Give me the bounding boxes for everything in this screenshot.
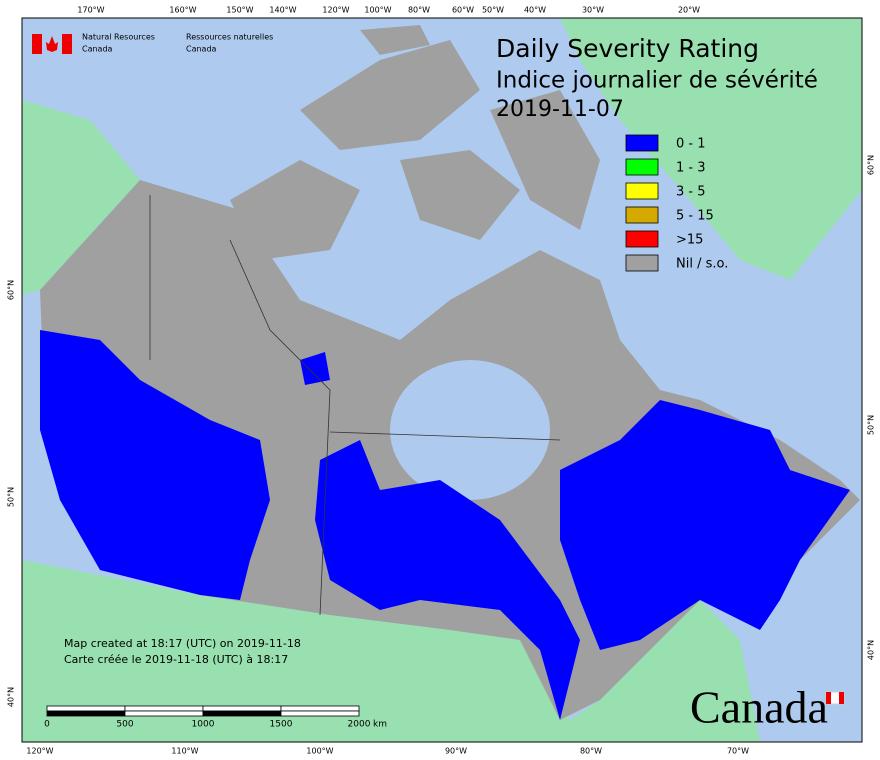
legend-label: 0 - 1	[676, 137, 706, 152]
latitude-label: 60°N	[7, 280, 16, 300]
legend: 0 - 1 1 - 3 3 - 5 5 - 15 >15 Nil / s.o.	[625, 134, 728, 272]
greenland	[560, 18, 862, 280]
scale-segment	[46, 710, 126, 717]
longitude-label: 100°W	[364, 6, 391, 15]
title-date: 2019-11-07	[496, 97, 624, 122]
map-frame	[21, 17, 863, 743]
longitude-label: 150°W	[226, 6, 253, 15]
longitude-label: 110°W	[171, 747, 198, 756]
longitude-label: 20°W	[678, 6, 700, 15]
rating-area-central	[315, 440, 580, 720]
flag-bar	[62, 34, 72, 54]
legend-label: Nil / s.o.	[676, 257, 728, 272]
legend-swatch	[625, 254, 659, 272]
rating-area-west	[40, 330, 270, 600]
longitude-label: 40°W	[524, 6, 546, 15]
maple-leaf	[46, 36, 58, 52]
map	[21, 17, 863, 743]
scale-segment	[124, 710, 204, 717]
legend-swatch	[625, 182, 659, 200]
scale-label: 1500	[270, 720, 293, 730]
longitude-label: 80°W	[408, 6, 430, 15]
latitude-label: 40°N	[7, 687, 16, 707]
latitude-label: 50°N	[867, 415, 876, 435]
scale-segment	[124, 705, 204, 712]
scale-label: 1000	[192, 720, 215, 730]
latitude-label: 60°N	[867, 155, 876, 175]
latitude-label: 40°N	[867, 640, 876, 660]
title-fr: Indice journalier de sévérité	[496, 68, 818, 94]
logo	[32, 34, 72, 54]
scale-label: 0	[44, 720, 50, 730]
longitude-label: 100°W	[306, 747, 333, 756]
longitude-label: 90°W	[445, 747, 467, 756]
latitude-label: 50°N	[7, 487, 16, 507]
wordmark: Canada	[690, 682, 828, 733]
longitude-label: 50°W	[482, 6, 504, 15]
longitude-label: 170°W	[77, 6, 104, 15]
scale-bar: 0 500 1000 1500 2000 km	[44, 705, 387, 730]
wordmark-flag	[826, 692, 831, 704]
scale-segment	[280, 710, 360, 717]
scale-segment	[202, 705, 282, 712]
agency-en: Natural Resources	[82, 33, 155, 42]
agency-fr: Ressources naturelles	[186, 33, 273, 42]
credit-en: Map created at 18:17 (UTC) on 2019-11-18	[64, 637, 301, 650]
longitude-label: 140°W	[269, 6, 296, 15]
agency-en: Canada	[82, 45, 113, 54]
longitude-label: 30°W	[582, 6, 604, 15]
longitude-label: 70°W	[727, 747, 749, 756]
scale-label: 2000	[348, 720, 371, 730]
longitude-label: 60°W	[452, 6, 474, 15]
alaska	[22, 100, 140, 295]
usa	[22, 560, 760, 742]
longitude-label: 120°W	[26, 747, 53, 756]
credit-fr: Carte créée le 2019-11-18 (UTC) à 18:17	[64, 653, 288, 666]
legend-swatch	[625, 134, 659, 152]
legend-swatch	[625, 230, 659, 248]
legend-label: 5 - 15	[676, 209, 714, 224]
graticule-labels: 170°W 160°W 150°W 140°W 120°W 100°W 80°W 60°W 50…	[7, 6, 876, 756]
title-en: Daily Severity Rating	[496, 34, 759, 63]
scale-segment	[280, 705, 360, 712]
longitude-label: 160°W	[169, 6, 196, 15]
scale-unit: km	[373, 720, 387, 730]
scale-segment	[46, 705, 126, 712]
legend-label: 3 - 5	[676, 185, 706, 200]
scale-label: 500	[116, 720, 133, 730]
wordmark-flag	[839, 692, 844, 704]
agency-fr: Canada	[186, 45, 217, 54]
longitude-label: 120°W	[322, 6, 349, 15]
flag-bar	[32, 34, 42, 54]
legend-swatch	[625, 158, 659, 176]
legend-swatch	[625, 206, 659, 224]
legend-label: >15	[676, 233, 703, 248]
arctic-islands	[200, 25, 600, 280]
hudson-bay	[390, 360, 550, 500]
rating-area-east	[560, 400, 850, 650]
rating-area-north	[300, 352, 330, 385]
legend-label: 1 - 3	[676, 161, 706, 176]
borders	[149, 195, 561, 616]
longitude-label: 80°W	[580, 747, 602, 756]
scale-segment	[202, 710, 282, 717]
